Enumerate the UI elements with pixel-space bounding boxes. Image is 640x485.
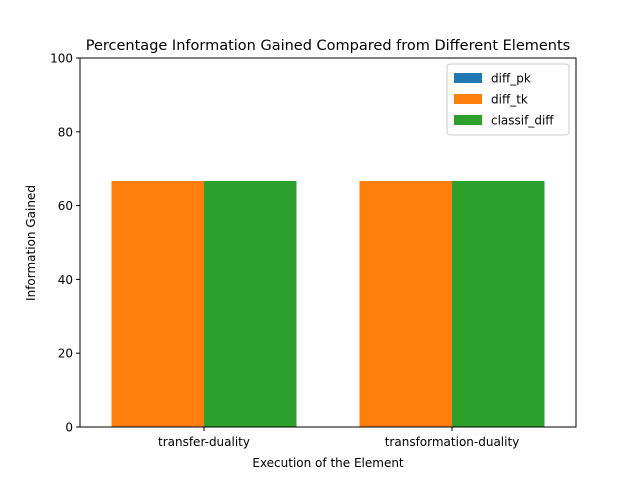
y-tick-label: 80 [58,125,73,139]
bar-classif_diff-transformation-duality [452,180,545,427]
x-tick-label: transformation-duality [385,435,520,449]
legend-swatch-diff_tk [454,94,482,104]
x-axis-label: Execution of the Element [252,456,404,470]
bar-diff_tk-transfer-duality [111,180,204,427]
chart-title: Percentage Information Gained Compared f… [86,38,570,54]
y-tick-label: 40 [58,273,73,287]
plot-frame [79,57,577,428]
legend-swatch-classif_diff [454,115,482,125]
legend-label-classif_diff: classif_diff [491,114,554,128]
x-axis: transfer-duality transformation-duality [158,427,519,449]
legend-label-diff_pk: diff_pk [491,72,531,86]
y-tick-label: 0 [65,421,73,435]
plot-area [79,57,577,428]
y-tick-label: 60 [58,199,73,213]
y-axis-label: Information Gained [24,185,38,301]
y-axis: 0 20 40 60 80 100 [50,52,80,435]
y-tick-label: 100 [50,52,73,66]
y-tick-label: 20 [58,347,73,361]
legend: diff_pk diff_tk classif_diff [446,63,570,136]
bar-classif_diff-transfer-duality [204,180,297,427]
bar-diff_tk-transformation-duality [359,180,452,427]
x-tick-label: transfer-duality [158,435,250,449]
legend-swatch-diff_pk [454,73,482,83]
legend-label-diff_tk: diff_tk [491,93,528,107]
